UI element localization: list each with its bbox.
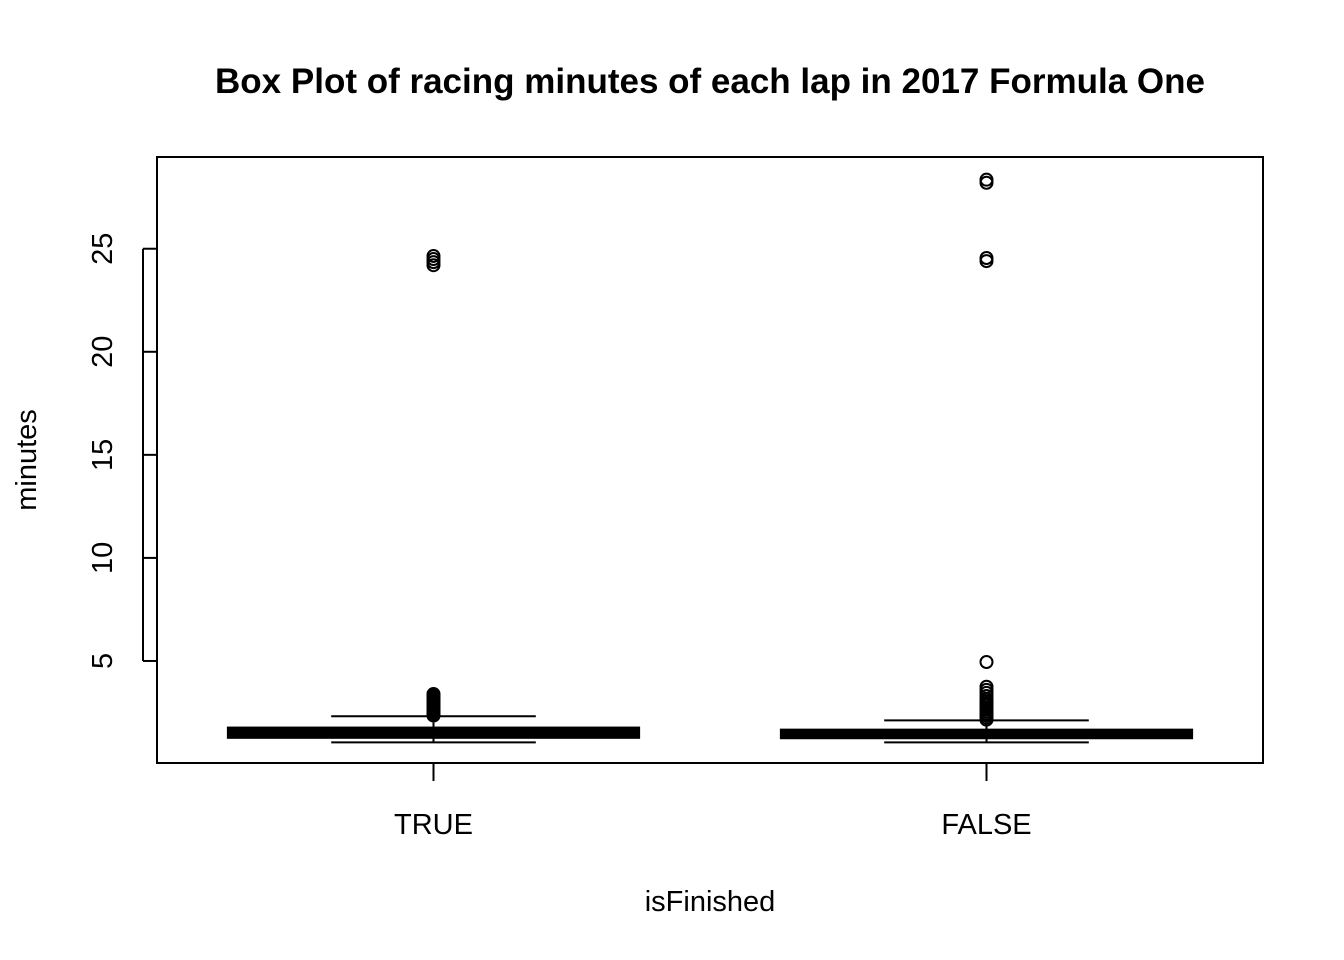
- box-group: [226, 248, 641, 744]
- x-tick-label: FALSE: [941, 809, 1031, 841]
- y-axis-label: minutes: [11, 409, 43, 511]
- y-tick-label: 25: [87, 233, 119, 265]
- x-axis-label: isFinished: [645, 886, 776, 918]
- outlier-point: [979, 655, 994, 669]
- outlier-point: [426, 686, 441, 701]
- y-tick-label: 5: [87, 653, 119, 669]
- outlier-point: [979, 251, 994, 265]
- outlier-point: [979, 172, 994, 187]
- y-axis: 5 10 15 20 25: [87, 233, 157, 669]
- outlier-point: [426, 248, 441, 263]
- x-tick-label: TRUE: [394, 809, 473, 841]
- x-axis: TRUE FALSE: [394, 763, 1032, 841]
- y-tick-label: 10: [87, 542, 119, 574]
- box-group: [779, 172, 1194, 744]
- box-series: [226, 172, 1194, 744]
- outlier-point: [979, 679, 994, 694]
- chart-title: Box Plot of racing minutes of each lap i…: [215, 62, 1205, 101]
- plot-frame: [156, 156, 1264, 764]
- y-tick-label: 15: [87, 439, 119, 471]
- y-tick-label: 20: [87, 336, 119, 368]
